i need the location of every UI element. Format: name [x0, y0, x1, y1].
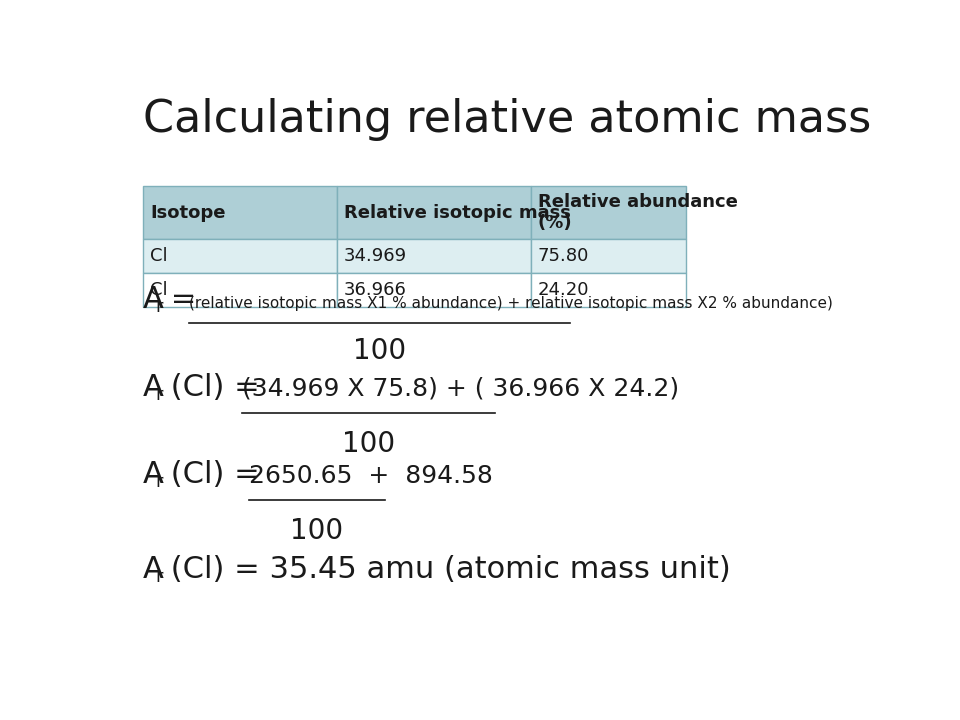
Bar [531, 273, 685, 307]
Text: r: r [156, 386, 163, 404]
Text: Relative abundance
(%): Relative abundance (%) [538, 193, 737, 232]
Text: r: r [156, 473, 163, 491]
Text: 34.969: 34.969 [344, 247, 407, 265]
Text: r: r [156, 298, 163, 316]
Text: r: r [156, 568, 163, 586]
Bar [337, 239, 531, 273]
Bar [531, 186, 685, 239]
Text: Cl: Cl [150, 281, 168, 299]
Text: 36.966: 36.966 [344, 281, 407, 299]
Text: 100: 100 [343, 430, 396, 458]
Text: A: A [143, 373, 164, 402]
Text: A: A [143, 554, 164, 584]
Text: (Cl) =: (Cl) = [161, 373, 270, 402]
Text: 75.80: 75.80 [538, 247, 589, 265]
Text: 24.20: 24.20 [538, 281, 589, 299]
Text: A: A [143, 285, 164, 314]
Text: A: A [143, 460, 164, 489]
Bar [337, 186, 531, 239]
Bar [143, 273, 337, 307]
Bar [337, 273, 531, 307]
Bar [531, 239, 685, 273]
Text: Relative isotopic mass: Relative isotopic mass [344, 204, 571, 222]
Text: 2650.65  +  894.58: 2650.65 + 894.58 [249, 464, 492, 488]
Text: (Cl) =: (Cl) = [161, 460, 279, 489]
Text: =: = [161, 285, 206, 314]
Text: (relative isotopic mass X1 % abundance) + relative isotopic mass X2 % abundance): (relative isotopic mass X1 % abundance) … [189, 296, 833, 311]
Text: Cl: Cl [150, 247, 168, 265]
Text: (34.969 X 75.8) + ( 36.966 X 24.2): (34.969 X 75.8) + ( 36.966 X 24.2) [243, 377, 680, 401]
Bar [143, 186, 337, 239]
Text: Calculating relative atomic mass: Calculating relative atomic mass [143, 98, 872, 141]
Text: 100: 100 [353, 337, 406, 364]
Text: 100: 100 [291, 517, 344, 545]
Text: Isotope: Isotope [150, 204, 226, 222]
Text: (Cl) = 35.45 amu (atomic mass unit): (Cl) = 35.45 amu (atomic mass unit) [161, 554, 731, 584]
Bar [143, 239, 337, 273]
